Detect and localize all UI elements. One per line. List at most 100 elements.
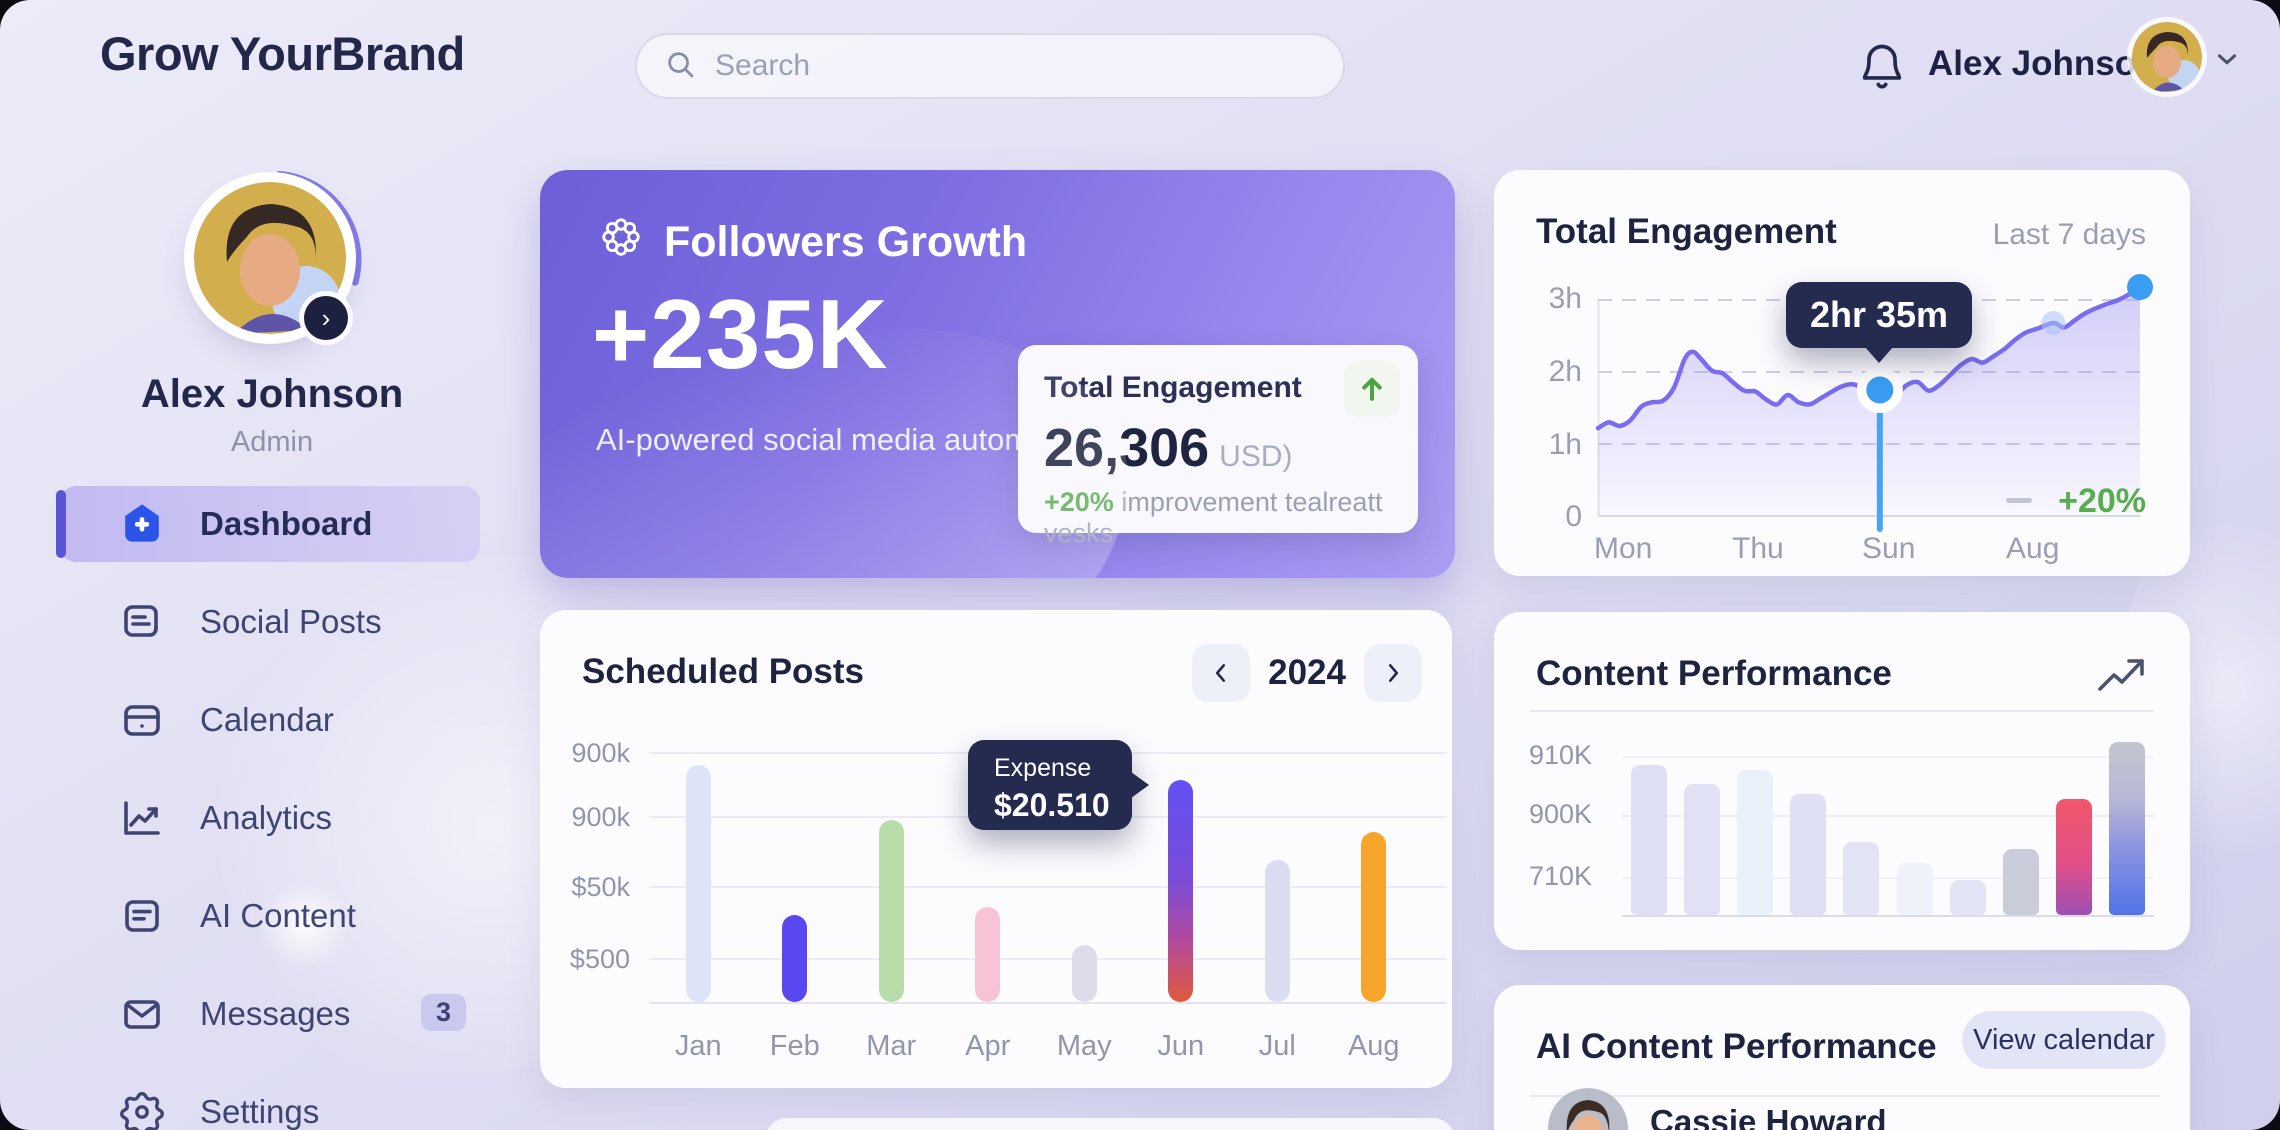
marker-dot[interactable] xyxy=(1866,376,1894,404)
bar[interactable] xyxy=(1361,832,1387,1002)
y-axis-label: 2h xyxy=(1548,355,1582,388)
bar[interactable] xyxy=(782,914,808,1002)
stat-label: Total Engagement xyxy=(1044,371,1302,404)
bar[interactable] xyxy=(1683,783,1720,915)
sidebar-item-calendar[interactable]: Calendar xyxy=(60,682,480,758)
next-year-button[interactable] xyxy=(1364,644,1422,702)
bar-slot-jun: Jun xyxy=(1133,752,1230,1062)
bar[interactable] xyxy=(1264,859,1290,1002)
gridline xyxy=(1622,815,2154,817)
bar[interactable] xyxy=(1168,779,1194,1002)
divider xyxy=(1530,1095,2160,1097)
divider xyxy=(1530,710,2154,712)
bar[interactable] xyxy=(1790,793,1827,915)
search-input[interactable] xyxy=(713,48,1317,84)
bar[interactable] xyxy=(685,764,711,1002)
bar-slot-jan: Jan xyxy=(650,752,747,1062)
y-axis-label: 1h xyxy=(1548,428,1582,461)
sidebar-user-name: Alex Johnson xyxy=(140,372,404,416)
header-avatar[interactable] xyxy=(2132,22,2202,92)
chevron-down-icon[interactable] xyxy=(2212,44,2242,74)
tooltip-value: $20.510 xyxy=(994,787,1110,823)
profile-avatar[interactable] xyxy=(194,182,346,334)
stat-unit: USD) xyxy=(1219,440,1293,473)
y-axis-label: 900k xyxy=(571,738,630,768)
content-performance-title: Content Performance xyxy=(1536,654,1892,693)
scheduled-posts-card: Scheduled Posts 2024 900k 900k $50k $500… xyxy=(540,610,1452,1088)
sidebar-item-messages[interactable]: Messages 3 xyxy=(60,976,480,1052)
total-engagement-title: Total Engagement xyxy=(1536,212,1837,251)
header-user-name[interactable]: Alex Johnson xyxy=(1928,44,2158,83)
bar-slot xyxy=(1941,742,1994,915)
legend-dash xyxy=(2006,498,2032,503)
ghost-dot[interactable] xyxy=(2041,311,2066,336)
axis-baseline xyxy=(650,1002,1446,1004)
bar[interactable] xyxy=(975,907,1001,1002)
sidebar-item-label: AI Content xyxy=(200,897,356,934)
bar[interactable] xyxy=(1737,769,1773,915)
bar[interactable] xyxy=(878,819,904,1002)
bar[interactable] xyxy=(2056,799,2093,915)
bar[interactable] xyxy=(2109,742,2146,915)
x-axis-label: Jul xyxy=(1258,1030,1296,1062)
active-accent-bar xyxy=(56,490,66,558)
profile-expand-button[interactable]: › xyxy=(304,296,348,340)
settings-gear-icon xyxy=(118,1088,166,1130)
x-axis-label: Aug xyxy=(2006,532,2060,565)
sidebar-item-label: Calendar xyxy=(200,701,334,738)
bar[interactable] xyxy=(1630,764,1667,915)
tooltip-value: 2hr 35m xyxy=(1809,294,1949,335)
gridline xyxy=(650,958,1446,960)
x-axis-label: May xyxy=(1056,1030,1112,1062)
person-avatar xyxy=(1548,1088,1628,1130)
bar-slot-apr: Apr xyxy=(940,752,1037,1062)
bar-slot xyxy=(2048,742,2101,915)
x-axis-label: Thu xyxy=(1732,532,1784,565)
hero-title: Followers Growth xyxy=(664,218,1028,266)
sidebar-item-label: Settings xyxy=(200,1093,320,1130)
bar-slot xyxy=(1782,742,1835,915)
x-axis-label: Jun xyxy=(1157,1030,1205,1062)
bar-slot xyxy=(1675,742,1728,915)
social-posts-icon xyxy=(118,598,166,646)
period-label: Last 7 days xyxy=(1992,218,2146,251)
search-bar[interactable] xyxy=(635,33,1345,99)
ai-content-title: AI Content Performance xyxy=(1536,1027,1937,1066)
bar-slot-mar: Mar xyxy=(843,752,940,1062)
sidebar-item-analytics[interactable]: Analytics xyxy=(60,780,480,856)
dashboard-home-icon xyxy=(118,500,166,548)
bar-slot-feb: Feb xyxy=(747,752,844,1062)
sidebar-item-ai-content[interactable]: AI Content xyxy=(60,878,480,954)
sidebar-item-label: Dashboard xyxy=(200,505,373,542)
sidebar-item-dashboard[interactable]: Dashboard xyxy=(56,486,480,562)
sidebar-item-settings[interactable]: Settings xyxy=(60,1074,480,1130)
bar[interactable] xyxy=(2003,849,2040,915)
profile-progress-arc xyxy=(182,170,362,350)
search-icon xyxy=(663,47,697,86)
view-calendar-button[interactable]: View calendar xyxy=(1962,1011,2166,1069)
bar[interactable] xyxy=(1843,842,1880,915)
bar-slot xyxy=(2101,742,2154,915)
bar[interactable] xyxy=(1896,863,1933,915)
bar-slot xyxy=(1728,742,1781,915)
messages-badge: 3 xyxy=(420,994,466,1031)
trending-up-icon xyxy=(2094,652,2150,702)
end-dot[interactable] xyxy=(2127,274,2153,301)
y-axis-label: 3h xyxy=(1548,282,1582,315)
bar-slot xyxy=(1994,742,2047,915)
bar[interactable] xyxy=(1071,944,1097,1002)
tooltip-label: Expense xyxy=(994,754,1092,782)
prev-year-button[interactable] xyxy=(1192,644,1251,702)
sidebar-profile: › xyxy=(180,168,364,352)
bar-slot-jul: Jul xyxy=(1229,752,1326,1062)
hero-subtitle: AI-powered social media automation xyxy=(596,422,1098,457)
bar-slot-may: May xyxy=(1036,752,1133,1062)
sidebar-item-social-posts[interactable]: Social Posts xyxy=(60,584,480,660)
followers-growth-card: Followers Growth +235K AI-powered social… xyxy=(540,170,1455,578)
x-axis-label: Feb xyxy=(769,1030,820,1062)
content-performance-bar-chart xyxy=(1622,742,2154,917)
app-logo: Grow YourBrand xyxy=(100,27,465,80)
bar[interactable] xyxy=(1949,880,1986,915)
notifications-bell-icon[interactable] xyxy=(1856,40,1908,92)
